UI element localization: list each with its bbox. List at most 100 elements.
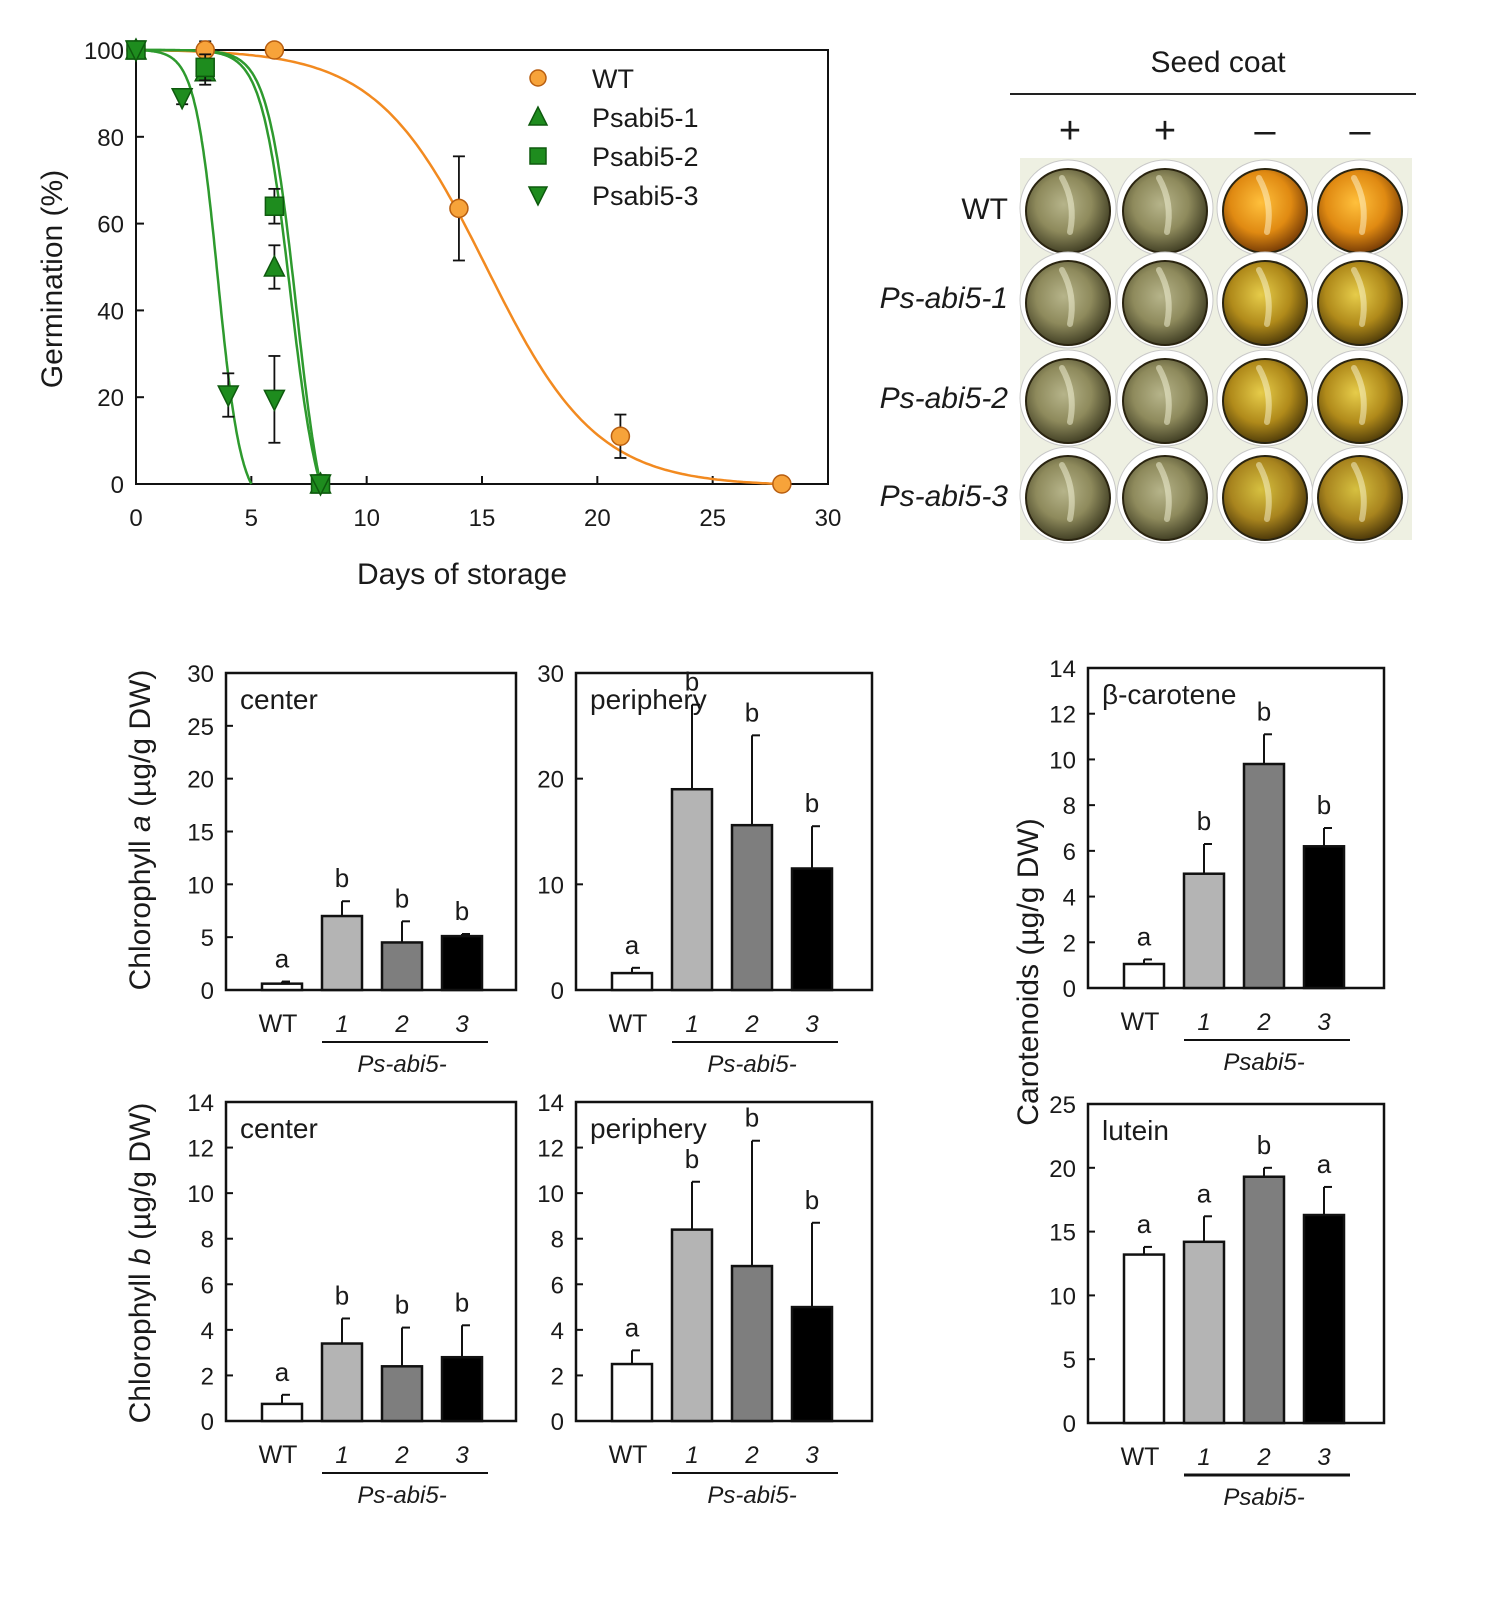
y-tick-label: 25 (1049, 1092, 1076, 1119)
category-label: 2 (394, 1011, 408, 1038)
y-tick-label: 6 (551, 1272, 564, 1299)
significance-letter: b (685, 1144, 699, 1174)
significance-letter: a (1317, 1149, 1332, 1179)
data-point-psabi5-3 (124, 40, 148, 63)
x-tick-label: 15 (469, 505, 496, 532)
y-tick-label: 80 (97, 125, 124, 152)
y-tick-label: 10 (1049, 1283, 1076, 1310)
data-point-psabi5-2 (264, 196, 285, 216)
category-label: 2 (744, 1442, 758, 1469)
category-label: 1 (335, 1442, 348, 1469)
bar-2 (380, 1365, 424, 1423)
y-tick-label: 5 (1063, 1347, 1076, 1374)
seed-coat-col-4: – (1349, 110, 1371, 152)
data-point-wt (264, 40, 285, 60)
chlorophyll-a-axis-label: Chlorophyll a (µg/g DW) (124, 670, 157, 991)
data-point-psabi5-2 (195, 57, 215, 78)
seed-highlight (1351, 267, 1367, 327)
seed-coat-col-1: + (1059, 110, 1081, 152)
bar-2 (1242, 762, 1286, 990)
y-tick-label: 4 (1063, 885, 1076, 912)
y-tick-label: 14 (537, 1090, 564, 1117)
seed-highlight (1256, 365, 1272, 425)
y-tick-label: 40 (97, 298, 124, 325)
y-tick-label: 10 (537, 1181, 564, 1208)
panel-title: periphery (590, 684, 707, 715)
bar-1 (320, 914, 364, 992)
significance-letter: b (335, 1280, 349, 1310)
x-tick-label: 0 (129, 505, 142, 532)
seed-highlight (1351, 365, 1367, 425)
seed (1025, 168, 1111, 254)
y-tick-label: 0 (201, 1409, 214, 1436)
seed (1025, 260, 1111, 346)
significance-letter: a (1137, 1209, 1152, 1239)
chlorophyll-a-center-chart: center 0 5 10 15 20 25 30 a WT b 1 b 2 b 3 Ps-abi5- (187, 661, 518, 1078)
y-tick-label: 15 (1049, 1220, 1076, 1247)
category-label: 3 (805, 1011, 819, 1038)
y-tick-label: 4 (201, 1318, 214, 1345)
genotype-label: Ps-abi5- (707, 1051, 796, 1078)
bar-2 (730, 1264, 774, 1423)
significance-letter: a (275, 944, 290, 974)
seed (1025, 358, 1111, 444)
seed-highlight (1059, 175, 1075, 235)
bar-2 (1242, 1175, 1286, 1425)
y-tick-label: 0 (1063, 976, 1076, 1003)
bar-1 (670, 787, 714, 992)
category-label: 1 (1197, 1444, 1210, 1471)
seed (1222, 260, 1308, 346)
seed-highlight (1059, 462, 1075, 522)
y-tick-label: 30 (537, 661, 564, 688)
seed (1122, 168, 1208, 254)
bar-3 (1302, 1213, 1346, 1425)
y-tick-label: 14 (1049, 656, 1076, 683)
carotenoids-axis-label: Carotenoids (µg/g DW) (1012, 818, 1045, 1125)
bar-1 (320, 1342, 364, 1423)
category-label: WT (609, 1010, 648, 1038)
y-tick-label: 15 (187, 820, 214, 847)
legend-marker-psabi5-2 (529, 147, 547, 165)
significance-letter: a (625, 1312, 640, 1342)
y-tick-label: 12 (1049, 702, 1076, 729)
category-label: 3 (1317, 1444, 1331, 1471)
seed-row-label-psabi5-2: Ps-abi5-2 (880, 382, 1009, 415)
seed (1025, 455, 1111, 541)
seed (1317, 358, 1403, 444)
bar-2 (380, 941, 424, 992)
genotype-label: Ps-abi5- (707, 1482, 796, 1509)
bar-1 (670, 1228, 714, 1423)
panel-title: periphery (590, 1113, 707, 1144)
y-tick-label: 20 (537, 767, 564, 794)
significance-letter: a (1137, 921, 1152, 951)
y-tick-label: 2 (1063, 930, 1076, 957)
significance-letter: b (745, 697, 759, 727)
seed-highlight (1156, 267, 1172, 327)
legend-marker-wt (529, 69, 547, 87)
significance-letter: b (685, 667, 699, 697)
genotype-label: Ps-abi5- (357, 1482, 446, 1509)
category-label: WT (609, 1441, 648, 1469)
bar-wt (1122, 1253, 1166, 1425)
legend-label-wt: WT (592, 64, 634, 94)
panel-title: β-carotene (1102, 679, 1236, 710)
category-label: 2 (744, 1011, 758, 1038)
legend-label-psabi5-1: Psabi5-1 (592, 103, 699, 133)
seed-row-label-wt: WT (961, 193, 1008, 226)
x-tick-label: 30 (815, 505, 842, 532)
seed-row-label-psabi5-1: Ps-abi5-1 (880, 282, 1008, 315)
panel-title: center (240, 1113, 318, 1144)
y-tick-label: 20 (187, 767, 214, 794)
y-tick-label: 10 (187, 1181, 214, 1208)
chlorophyll-b-periphery-chart: periphery 0 2 4 6 8 10 12 14 a WT b 1 b 2 b 3 Ps-abi5- (537, 1090, 874, 1509)
y-tick-label: 20 (1049, 1156, 1076, 1183)
significance-letter: a (275, 1357, 290, 1387)
seed-highlight (1156, 365, 1172, 425)
seed (1222, 168, 1308, 254)
y-axis-label: Germination (%) (36, 170, 69, 388)
y-tick-label: 0 (111, 472, 124, 499)
data-point-wt (772, 474, 792, 494)
plot-frame (1086, 666, 1386, 990)
category-label: 1 (685, 1011, 698, 1038)
x-tick-label: 5 (245, 505, 258, 532)
